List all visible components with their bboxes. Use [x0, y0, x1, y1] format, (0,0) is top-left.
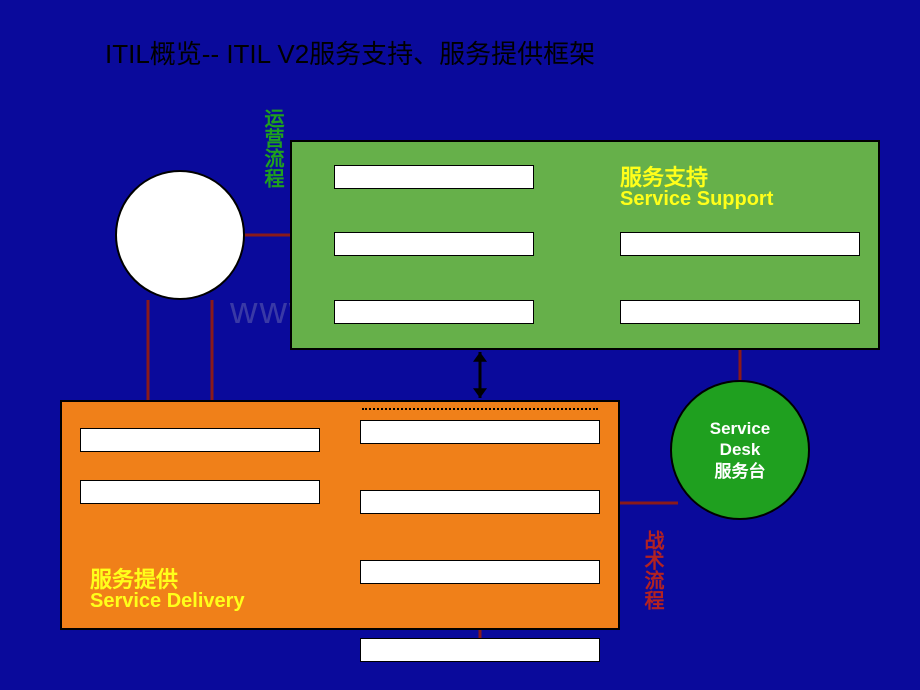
service-desk-line1: Service — [710, 418, 771, 439]
ops-process-label: 运营流程 — [258, 108, 287, 188]
slide-canvas: ITIL概览-- ITIL V2服务支持、服务提供框架 www.zixin.co… — [0, 0, 920, 690]
delivery-dotted-divider — [362, 408, 598, 410]
delivery-title-en: Service Delivery — [90, 590, 245, 613]
support-box-s3 — [334, 300, 534, 324]
support-box-s2 — [334, 232, 534, 256]
support-box-s1 — [334, 165, 534, 189]
blank-circle — [115, 170, 245, 300]
tactic-process-label: 战术流程 — [638, 530, 667, 610]
delivery-box-d5 — [360, 560, 600, 584]
service-desk-line2: Desk — [720, 439, 761, 460]
delivery-box-d4 — [360, 490, 600, 514]
delivery-box-d3 — [360, 420, 600, 444]
delivery-box-d6 — [360, 638, 600, 662]
support-title-en: Service Support — [620, 188, 773, 211]
service-desk-circle: Service Desk 服务台 — [670, 380, 810, 520]
support-box-s5 — [620, 300, 860, 324]
service-desk-line3: 服务台 — [715, 461, 766, 482]
support-box-s4 — [620, 232, 860, 256]
delivery-box-d2 — [80, 480, 320, 504]
slide-title: ITIL概览-- ITIL V2服务支持、服务提供框架 — [105, 34, 595, 71]
delivery-box-d1 — [80, 428, 320, 452]
